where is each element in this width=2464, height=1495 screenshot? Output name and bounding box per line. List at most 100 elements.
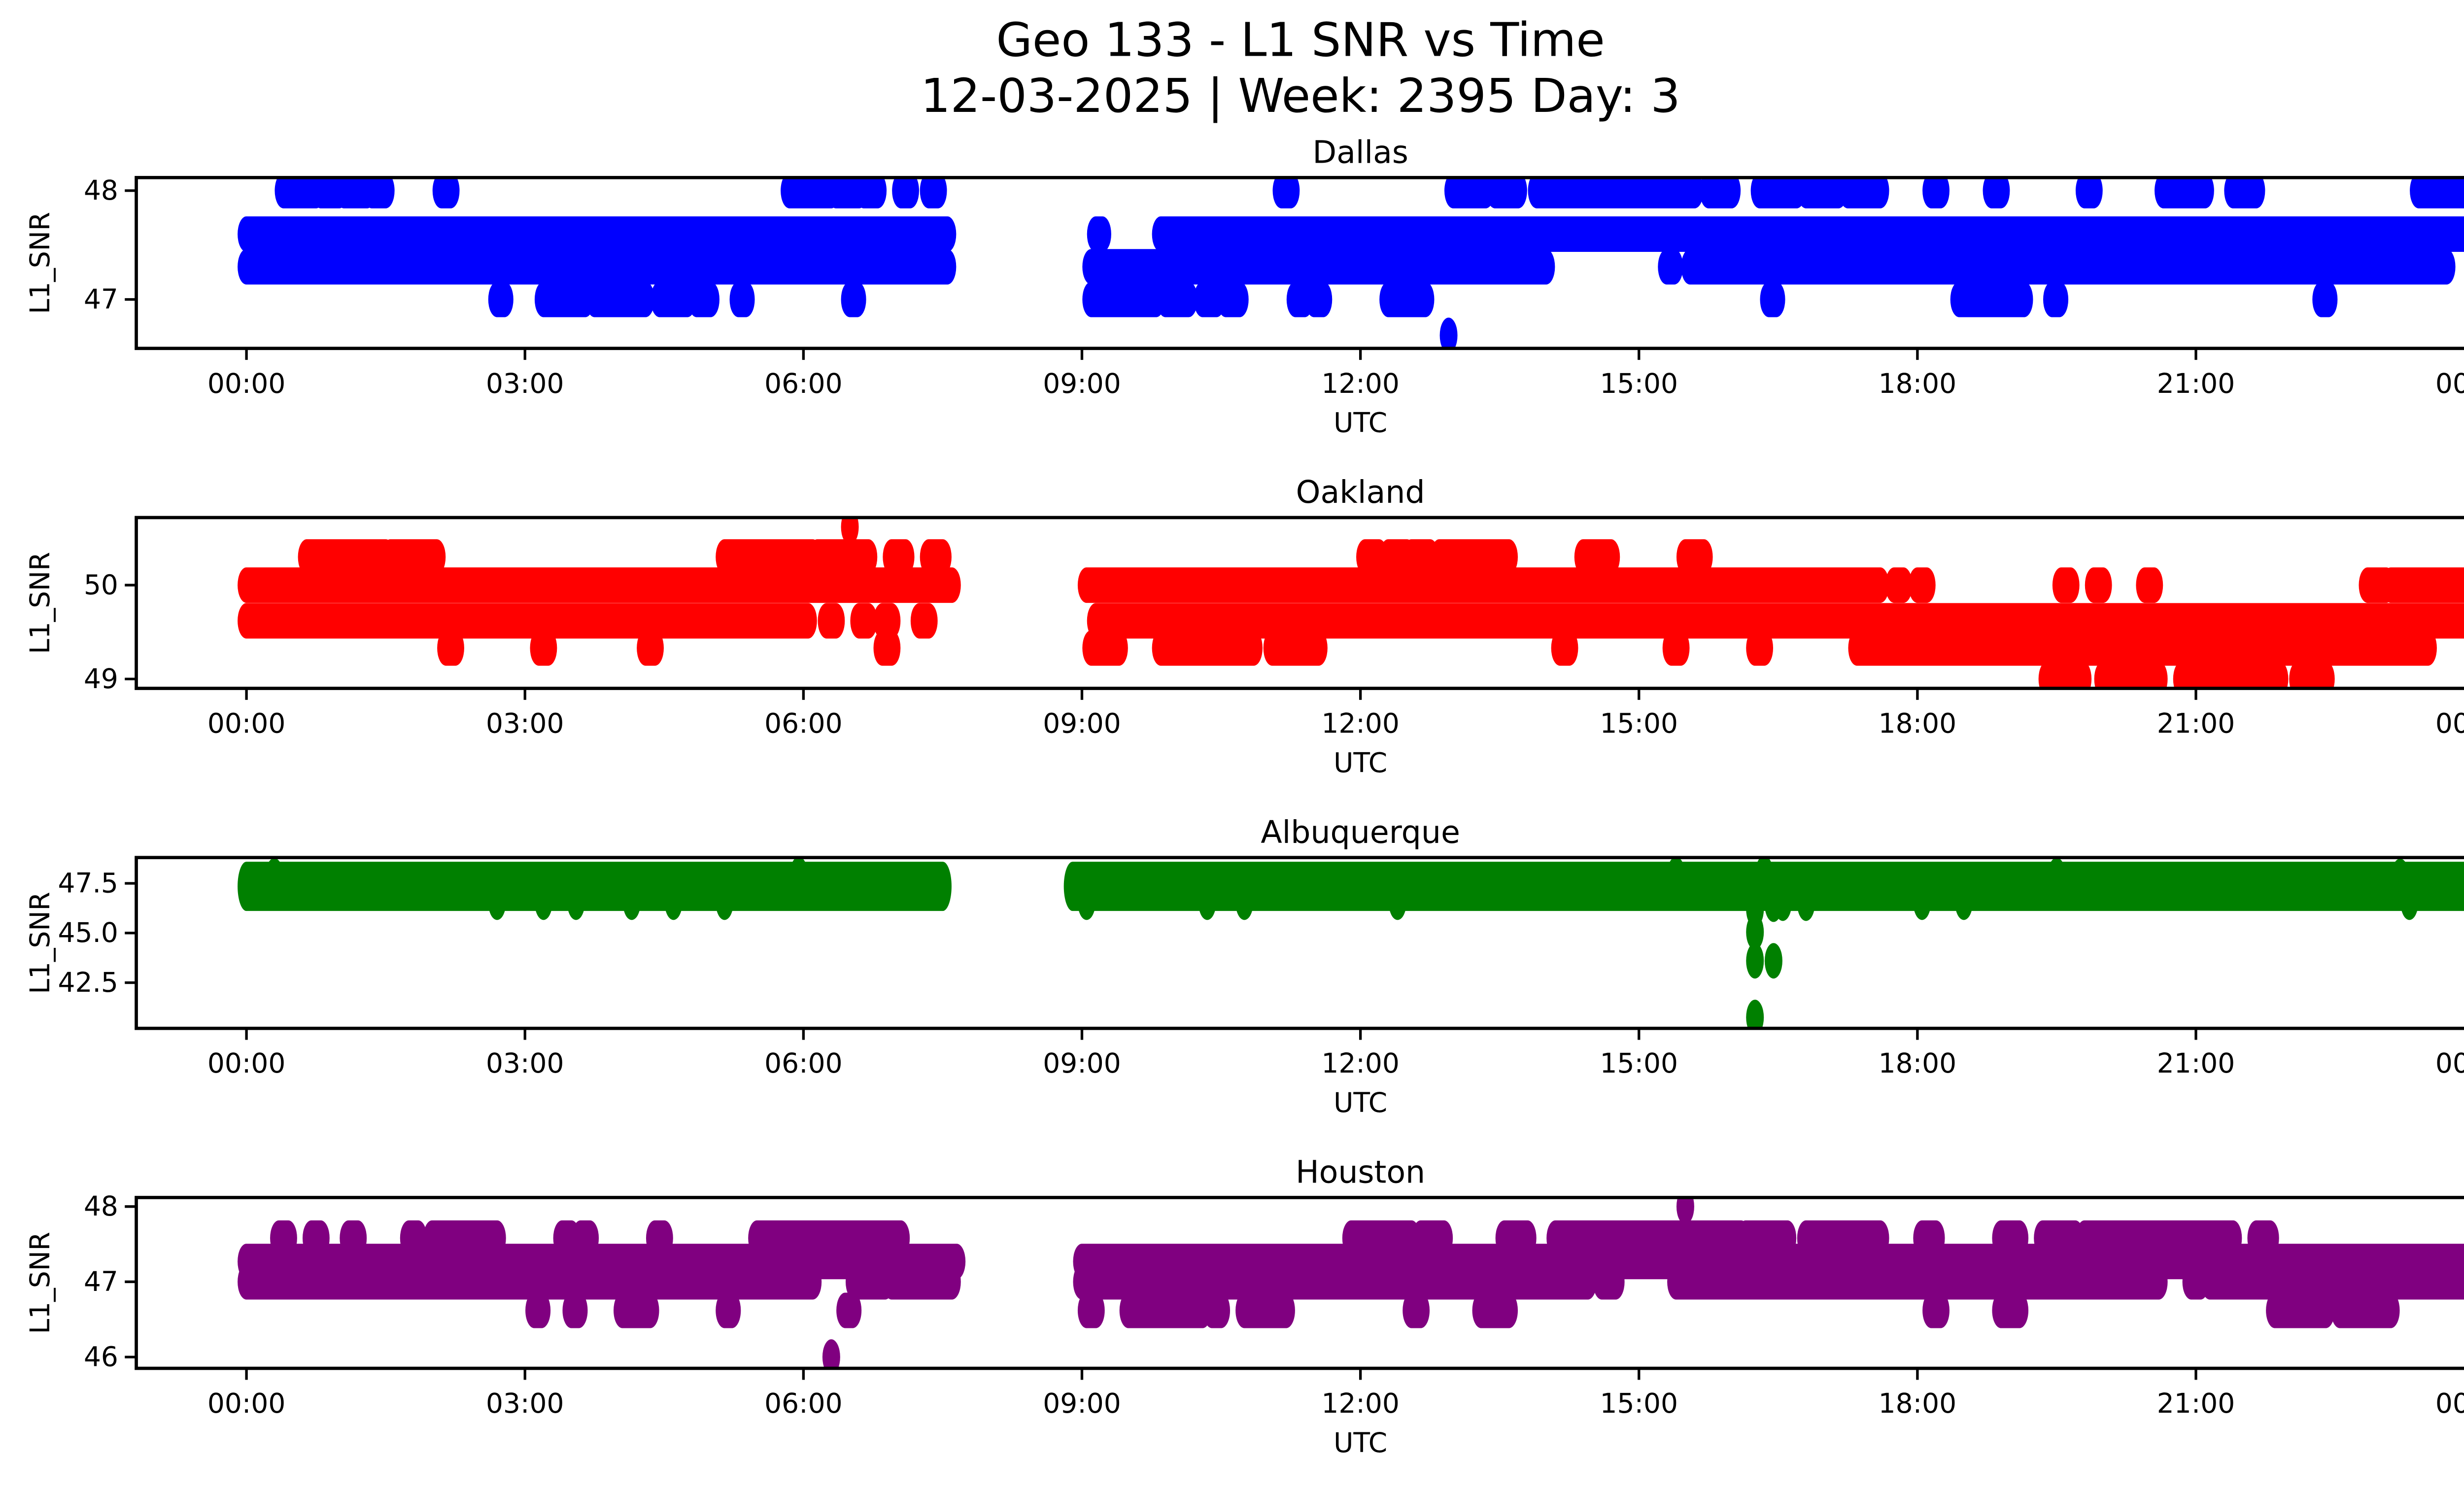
albuquerque-scatter-point	[2400, 884, 2419, 920]
dallas-x-axis-label: UTC	[1334, 407, 1387, 439]
albuquerque-x-tick-label: 00:00	[2435, 1047, 2464, 1079]
oakland-scatter-band	[873, 630, 901, 666]
dallas-scatter-band	[488, 281, 513, 317]
oakland-scatter-band	[1087, 603, 2464, 639]
dallas-scatter-band	[650, 281, 696, 317]
albuquerque-y-axis-label: L1_SNR	[24, 892, 56, 994]
albuquerque-scatter-point	[789, 857, 808, 892]
dallas-scatter-band	[1157, 281, 1198, 317]
oakland-scatter-band	[2382, 567, 2464, 603]
albuquerque-scatter-point	[2048, 858, 2066, 894]
houston-scatter-band	[1922, 1292, 1950, 1328]
houston-scatter-band	[1472, 1292, 1518, 1328]
houston-scatter-band	[238, 1264, 822, 1300]
oakland-scatter-band	[437, 630, 464, 666]
houston-x-tick-label: 03:00	[486, 1388, 564, 1419]
albuquerque-scatter-point	[1667, 857, 1685, 892]
oakland-scatter-band	[818, 603, 845, 639]
oakland-x-tick-label: 15:00	[1600, 708, 1678, 739]
albuquerque-scatter-point	[265, 858, 283, 894]
dallas-scatter-band	[841, 281, 866, 317]
albuquerque-scatter-point	[1955, 884, 1973, 920]
dallas-scatter-band	[729, 281, 755, 317]
oakland-x-tick-label: 06:00	[764, 708, 842, 739]
houston-subplot-title: Houston	[1296, 1153, 1425, 1190]
dallas-scatter-band	[1444, 177, 1495, 209]
dallas-data-layer	[238, 177, 2464, 348]
albuquerque-x-tick-label: 03:00	[486, 1047, 564, 1079]
albuquerque-x-tick-label: 00:00	[207, 1047, 285, 1079]
oakland-scatter-band	[2085, 567, 2112, 603]
oakland-scatter-point	[841, 518, 859, 545]
oakland-scatter-band	[873, 603, 901, 639]
dallas-scatter-band	[1087, 216, 1111, 252]
albuquerque-x-tick-label: 12:00	[1321, 1047, 1399, 1079]
houston-scatter-band	[1073, 1264, 1597, 1300]
dallas-scatter-band	[1152, 216, 2464, 252]
oakland-scatter-band	[2094, 661, 2168, 689]
dallas-x-tick-label: 06:00	[764, 368, 842, 399]
albuquerque-x-axis-label: UTC	[1334, 1087, 1387, 1118]
dallas-scatter-band	[855, 177, 887, 209]
dallas-x-tick-label: 00:00	[207, 368, 285, 399]
houston-scatter-band	[1593, 1264, 1625, 1300]
albuquerque-scatter-point	[534, 884, 552, 920]
dallas-scatter-band	[2410, 177, 2464, 209]
albuquerque-scatter-point	[488, 884, 506, 920]
oakland-x-tick-label: 21:00	[2157, 708, 2235, 739]
dallas-scatter-band	[1082, 281, 1165, 317]
dallas-scatter-band	[1305, 281, 1333, 317]
dallas-scatter-band	[1681, 249, 2456, 285]
oakland-scatter-band	[637, 630, 664, 666]
oakland-scatter-band	[1662, 630, 1690, 666]
oakland-scatter-band	[808, 539, 878, 575]
houston-scatter-band	[2266, 1292, 2335, 1328]
dallas-scatter-band	[687, 281, 719, 317]
dallas-subplot-title: Dallas	[1312, 134, 1408, 170]
dallas-scatter-band	[2043, 281, 2069, 317]
oakland-y-tick-label: 50	[84, 569, 118, 600]
dallas-x-tick-label: 15:00	[1600, 368, 1678, 399]
oakland-x-tick-label: 18:00	[1879, 708, 1956, 739]
houston-scatter-band	[1119, 1292, 1212, 1328]
albuquerque-x-tick-label: 18:00	[1879, 1047, 1956, 1079]
houston-x-tick-label: 15:00	[1600, 1388, 1678, 1419]
oakland-scatter-band	[920, 539, 952, 575]
albuquerque-scatter-point	[2391, 859, 2409, 895]
albuquerque-scatter-band	[238, 862, 952, 911]
houston-scatter-band	[1667, 1264, 2168, 1300]
houston-x-tick-label: 00:00	[2435, 1388, 2464, 1419]
oakland-scatter-band	[2052, 567, 2080, 603]
dallas-scatter-band	[2075, 177, 2103, 209]
oakland-scatter-band	[1403, 539, 1439, 575]
oakland-scatter-band	[2233, 661, 2289, 689]
oakland-scatter-band	[1082, 630, 1128, 666]
oakland-scatter-band	[910, 603, 938, 639]
dallas-scatter-band	[238, 216, 957, 252]
oakland-scatter-band	[1263, 630, 1328, 666]
albuquerque-scatter-point	[1746, 1000, 1764, 1029]
albuquerque-scatter-band	[2117, 864, 2219, 890]
figure-title-line2: 12-03-2025 | Week: 2395 Day: 3	[921, 69, 1680, 123]
dallas-scatter-band	[238, 249, 957, 285]
dallas-scatter-band	[2224, 177, 2265, 209]
houston-x-tick-label: 18:00	[1879, 1388, 1956, 1419]
dallas-scatter-band	[1272, 177, 1300, 209]
oakland-x-tick-label: 09:00	[1043, 708, 1121, 739]
albuquerque-x-tick-label: 21:00	[2157, 1047, 2235, 1079]
oakland-scatter-band	[1551, 630, 1578, 666]
albuquerque-scatter-point	[567, 884, 585, 920]
houston-x-tick-label: 09:00	[1043, 1388, 1121, 1419]
albuquerque-scatter-point	[1746, 943, 1764, 979]
oakland-scatter-band	[1152, 630, 1263, 666]
houston-scatter-band	[525, 1292, 551, 1328]
albuquerque-x-tick-label: 09:00	[1043, 1047, 1121, 1079]
oakland-scatter-band	[1676, 539, 1713, 575]
dallas-x-tick-label: 12:00	[1321, 368, 1399, 399]
oakland-data-layer	[238, 518, 2464, 689]
dallas-scatter-band	[363, 177, 395, 209]
oakland-scatter-band	[883, 539, 915, 575]
houston-scatter-band	[1077, 1292, 1105, 1328]
dallas-scatter-band	[1839, 177, 1889, 209]
